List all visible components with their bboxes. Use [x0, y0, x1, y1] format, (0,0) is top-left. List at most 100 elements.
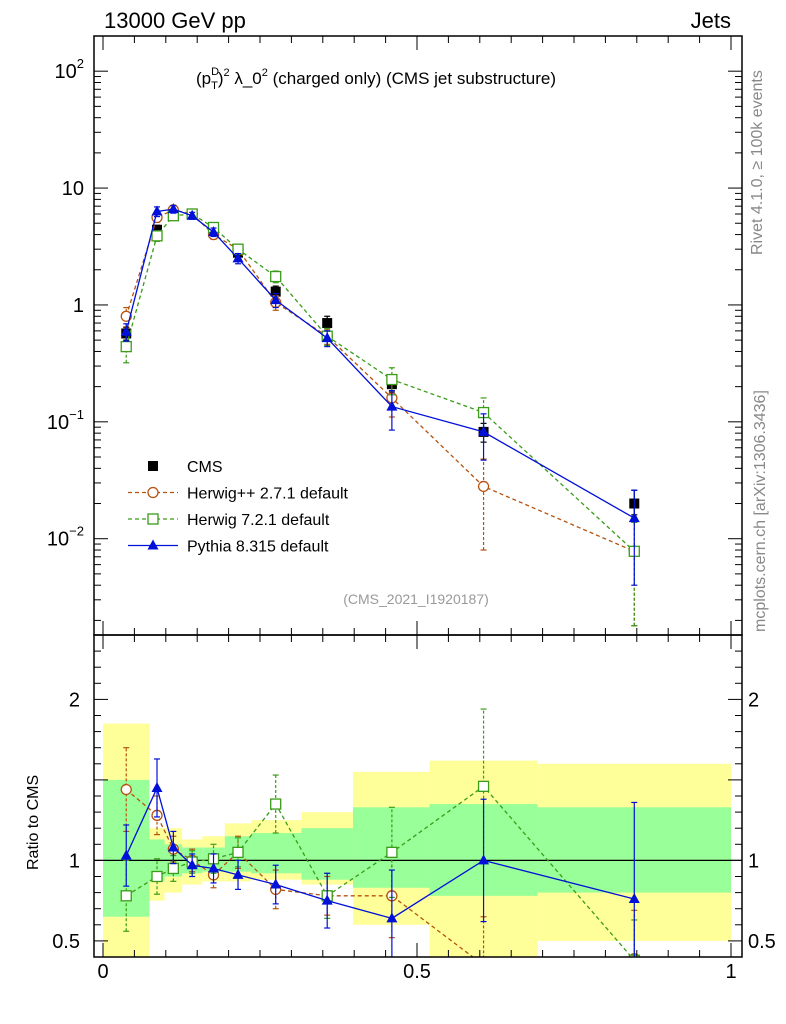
legend-marker — [147, 513, 159, 525]
title-sub-t: T — [211, 80, 218, 92]
legend-marker — [148, 461, 158, 471]
main-point — [120, 310, 132, 322]
legend-marker — [147, 486, 159, 499]
band-green-bin — [301, 828, 353, 880]
ratio-point — [478, 854, 490, 865]
legend-label: Pythia 8.315 default — [187, 539, 329, 556]
title-lambda: λ_0 — [230, 69, 262, 88]
legend-item-herwig-2-7-1-default: Herwig++ 2.7.1 default — [128, 486, 349, 503]
legend-label: Herwig++ 2.7.1 default — [187, 486, 349, 503]
main-point — [120, 325, 132, 336]
main-point — [322, 318, 333, 329]
header-right-label: Jets — [691, 8, 731, 33]
ratio-point — [151, 781, 163, 792]
tick-exp: −2 — [69, 524, 84, 539]
main-series-pythia-8-315-default — [120, 203, 640, 586]
main-point — [477, 480, 490, 493]
ratio-point — [232, 868, 244, 879]
tick-exp: −1 — [69, 407, 84, 422]
ratio-line — [125, 789, 474, 957]
ratio-y-tick-label-right: 0.5 — [748, 931, 776, 953]
ratio-point — [270, 798, 282, 810]
ratio-point — [628, 893, 640, 904]
main-point — [186, 209, 198, 220]
ratio-plot-panel: 2 2 1 1 0.5 0.5 Ratio to CMS — [25, 634, 776, 970]
legend-item-herwig-7-2-1-default: Herwig 7.2.1 default — [128, 512, 330, 529]
chart-title: (pD T)2 λ_02 (charged only) (CMS jet subs… — [196, 66, 556, 92]
ratio-series-pythia-8-315-default — [120, 758, 640, 957]
x-tick-label: 0.5 — [403, 961, 431, 983]
ratio-point — [120, 890, 132, 902]
ratio-y-tick-label-right: 2 — [748, 689, 759, 711]
main-point — [151, 230, 163, 242]
title-rest: (charged only) (CMS jet substructure) — [268, 69, 556, 88]
ratio-point — [321, 894, 333, 905]
ratio-point — [386, 912, 398, 923]
main-point — [321, 332, 333, 343]
ratio-point — [186, 859, 198, 870]
title-close: ) — [218, 69, 224, 88]
ratio-point — [232, 846, 244, 858]
main-point — [270, 294, 282, 305]
band-green-bin — [251, 833, 302, 874]
tick-exp: 2 — [77, 56, 84, 71]
legend-marker — [147, 539, 159, 550]
rivet-version-label: Rivet 4.1.0, ≥ 100k events — [749, 70, 766, 255]
ratio-y-axis-label: Ratio to CMS — [25, 775, 42, 870]
main-y-tick-label: 10−1 — [47, 407, 84, 434]
tick-base: 10 — [62, 178, 84, 200]
legend-label: CMS — [187, 459, 223, 476]
main-point — [152, 224, 163, 235]
tick-base: 10 — [47, 529, 69, 551]
main-point — [386, 400, 398, 411]
main-point — [151, 205, 163, 216]
main-point — [208, 226, 220, 237]
main-series-herwig-7-2-1-default — [120, 208, 640, 627]
ratio-y-tick-label-left: 0.5 — [52, 931, 80, 953]
ratio-y-tick-label-left: 2 — [69, 689, 80, 711]
main-point — [120, 340, 132, 353]
ratio-point — [386, 846, 398, 858]
tick-base: 10 — [47, 412, 69, 434]
ratio-point — [120, 783, 132, 796]
title-exp2b: 2 — [262, 67, 268, 79]
title-open: (p — [196, 69, 211, 88]
ratio-point — [120, 849, 132, 860]
main-point — [386, 373, 398, 386]
main-series-herwig-2-7-1-default — [120, 204, 640, 627]
x-tick-label: 0 — [97, 961, 108, 983]
header-left-label: 13000 GeV pp — [104, 8, 246, 33]
main-y-tick-label: 10−2 — [47, 524, 84, 551]
title-sup-d: D — [211, 66, 219, 78]
legend-item-pythia-8-315-default: Pythia 8.315 default — [128, 539, 329, 556]
main-point — [167, 203, 179, 214]
main-y-tick-label: 10 — [62, 178, 84, 200]
main-point — [270, 270, 282, 283]
legend-item-cms: CMS — [148, 459, 223, 476]
x-tick-label: 1 — [725, 961, 736, 983]
tick-base: 10 — [55, 61, 77, 83]
ratio-point — [479, 960, 489, 970]
ratio-point — [208, 862, 220, 873]
analysis-id-label: (CMS_2021_I1920187) — [343, 591, 489, 607]
legend-label: Herwig 7.2.1 default — [187, 512, 330, 529]
title-exp2: 2 — [223, 67, 229, 79]
main-point — [628, 512, 640, 523]
tick-base: 1 — [73, 295, 84, 317]
legend: CMS Herwig++ 2.7.1 default Herwig 7.2.1 de… — [128, 459, 349, 556]
ratio-point — [477, 780, 490, 792]
ratio-point — [270, 878, 282, 889]
ratio-point — [151, 870, 163, 883]
main-point — [478, 425, 490, 436]
mcplots-label: mcplots.cern.ch [arXiv:1306.3436] — [752, 390, 769, 632]
ratio-point — [167, 862, 179, 875]
ratio-y-tick-label-right: 1 — [748, 850, 759, 872]
ratio-y-tick-label-left: 1 — [69, 850, 80, 872]
main-y-tick-label: 102 — [55, 56, 84, 83]
main-point — [270, 286, 281, 297]
ratio-point — [167, 841, 179, 852]
main-point — [232, 252, 244, 263]
main-y-tick-label: 1 — [73, 295, 84, 317]
